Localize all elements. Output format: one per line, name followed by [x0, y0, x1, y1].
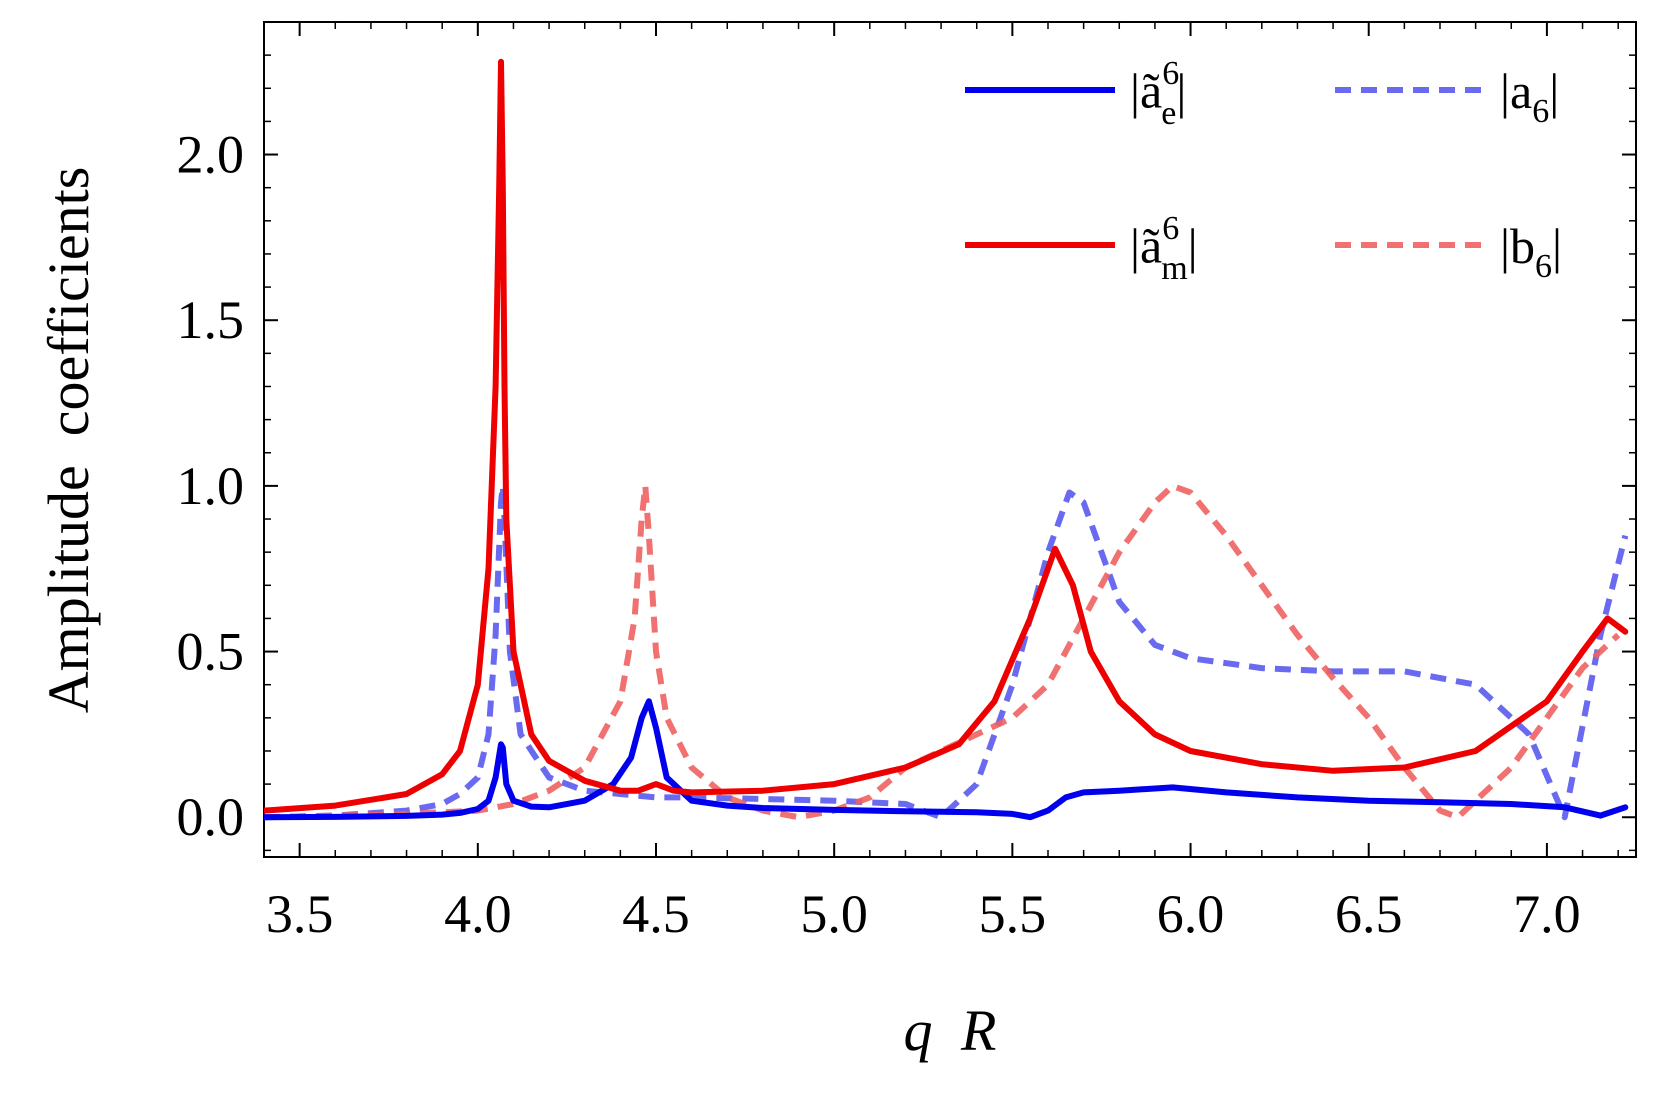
legend-bar: |: [1500, 63, 1510, 119]
x-axis-title-q: q: [904, 998, 933, 1063]
series-line-1: [264, 58, 1629, 814]
x-tick-label: 7.0: [1513, 884, 1581, 944]
series-layer: [264, 58, 1629, 821]
x-tick-label: 5.5: [979, 884, 1047, 944]
legend-subscript: 6: [1532, 93, 1549, 130]
y-tick-label: 1.5: [177, 290, 245, 350]
legend-bar: |: [1176, 63, 1186, 119]
y-tick-label: 0.0: [177, 787, 245, 847]
legend-symbol: b: [1510, 218, 1535, 274]
y-axis-title: Amplitude coefficients: [36, 167, 101, 714]
legend-bar: |: [1549, 63, 1559, 119]
x-tick-label: 3.5: [266, 884, 334, 944]
y-tick-label: 0.5: [177, 622, 245, 682]
tick-labels: 3.5 4.0 4.5 5.0 5.5 6.0 6.5 7.0 0.0 0.5 1.0 1.5 2.0: [177, 125, 1581, 944]
x-axis-title: q R: [904, 998, 997, 1063]
legend-subscript: e: [1161, 95, 1176, 132]
legend-label-2: |a6|: [1500, 63, 1559, 130]
legend-bar: |: [1552, 218, 1562, 274]
legend-subscript: 6: [1535, 248, 1552, 285]
x-tick-label: 6.0: [1157, 884, 1225, 944]
legend-subscript: m: [1161, 250, 1187, 287]
legend-symbol: ã: [1140, 218, 1162, 274]
series-line-3: [264, 482, 1621, 821]
x-tick-label: 6.5: [1335, 884, 1403, 944]
legend-label-3: |b6|: [1500, 218, 1562, 285]
legend-bar: |: [1130, 218, 1140, 274]
axis-ticks: [264, 22, 1636, 857]
y-tick-label: 2.0: [177, 125, 245, 185]
x-tick-label: 4.0: [444, 884, 512, 944]
x-tick-label: 5.0: [800, 884, 868, 944]
legend-superscript: 6: [1162, 55, 1179, 92]
x-axis-title-r: R: [960, 998, 996, 1063]
y-tick-label: 1.0: [177, 456, 245, 516]
legend-bar: |: [1130, 63, 1140, 119]
legend: |ã6 e| |a6||ã6 m| |b6|: [965, 55, 1562, 287]
legend-bar: |: [1500, 218, 1510, 274]
legend-label-0: |ã6 e|: [1130, 55, 1186, 132]
legend-symbol: ã: [1140, 63, 1162, 119]
legend-symbol: a: [1510, 63, 1532, 119]
legend-bar: |: [1188, 218, 1198, 274]
series-line-2: [264, 482, 1629, 821]
legend-label-1: |ã6 m|: [1130, 210, 1198, 287]
legend-superscript: 6: [1162, 210, 1179, 247]
plot-frame: [263, 21, 1637, 858]
x-tick-label: 4.5: [622, 884, 690, 944]
